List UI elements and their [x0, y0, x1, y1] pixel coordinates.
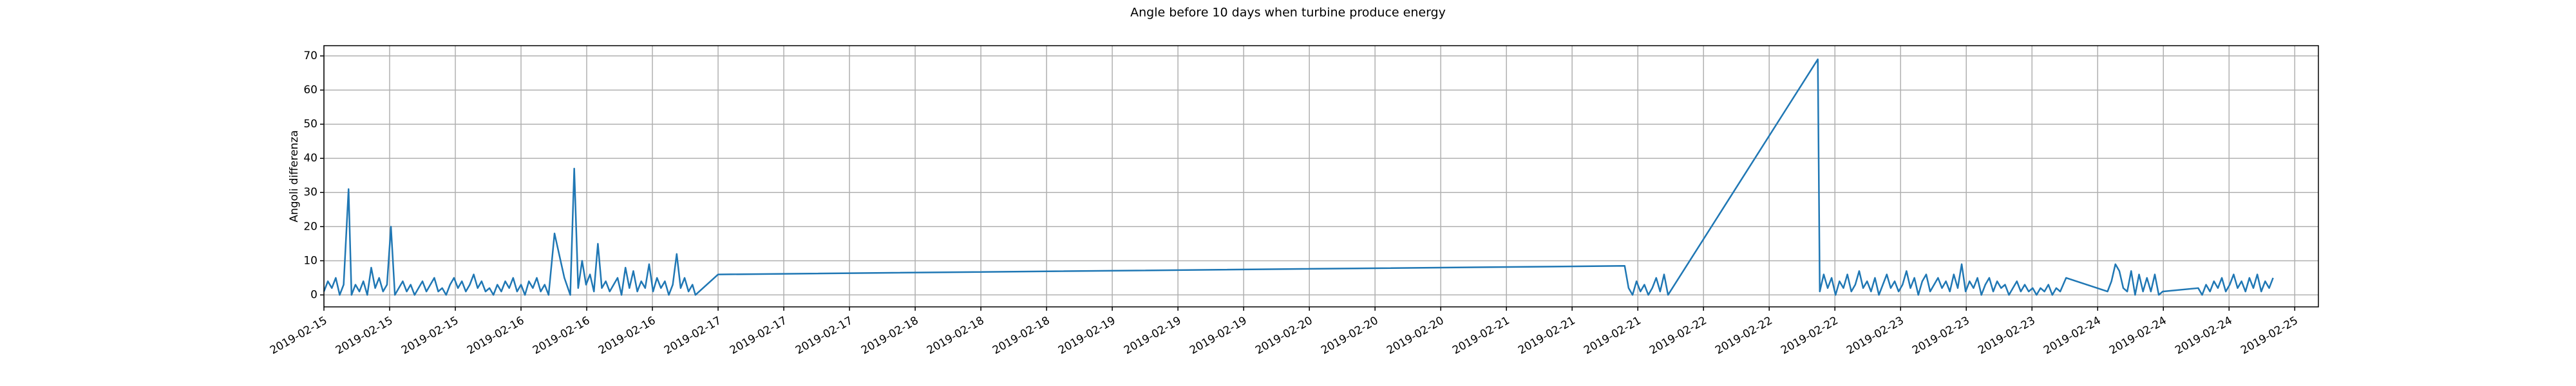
- data-line: [323, 58, 2274, 296]
- x-tick-label: 2019-02-21: [1450, 314, 1512, 357]
- x-tick-label: 2019-02-20: [1385, 314, 1446, 357]
- y-tick-label: 60: [303, 84, 317, 96]
- x-tick-label: 2019-02-15: [399, 314, 461, 357]
- x-tick-label: 2019-02-25: [2239, 314, 2300, 357]
- x-tick-label: 2019-02-20: [1319, 314, 1381, 357]
- x-tick-label: 2019-02-16: [465, 314, 527, 357]
- y-tick-label: 20: [303, 220, 317, 233]
- x-tick-label: 2019-02-17: [662, 314, 724, 357]
- x-tick-label: 2019-02-23: [1976, 314, 2038, 357]
- x-tick-label: 2019-02-18: [925, 314, 987, 357]
- x-tick-label: 2019-02-19: [1188, 314, 1249, 357]
- x-tick-label: 2019-02-21: [1582, 314, 1643, 357]
- x-tick-label: 2019-02-16: [531, 314, 592, 357]
- y-tick-label: 70: [303, 50, 317, 62]
- x-tick-label: 2019-02-17: [793, 314, 855, 357]
- y-tick-label: 0: [310, 288, 317, 301]
- y-axis-label: Angoli differenza: [288, 130, 301, 222]
- x-tick-label: 2019-02-18: [990, 314, 1052, 357]
- x-tick-label: 2019-02-16: [596, 314, 658, 357]
- chart-title: Angle before 10 days when turbine produc…: [1130, 6, 1446, 20]
- x-tick-label: 2019-02-19: [1122, 314, 1184, 357]
- x-tick-label: 2019-02-22: [1647, 314, 1709, 357]
- x-tick-label: 2019-02-18: [859, 314, 921, 357]
- x-tick-label: 2019-02-19: [1056, 314, 1118, 357]
- x-tick-label: 2019-02-21: [1516, 314, 1578, 357]
- y-tick-label: 10: [303, 254, 317, 267]
- y-tick-label: 50: [303, 118, 317, 131]
- y-tick-label: 40: [303, 152, 317, 165]
- x-tick-label: 2019-02-23: [1910, 314, 1972, 357]
- x-tick-label: 2019-02-24: [2107, 314, 2169, 357]
- x-tick-label: 2019-02-24: [2173, 314, 2235, 357]
- x-tick-label: 2019-02-17: [728, 314, 790, 357]
- plot-frame: [323, 45, 2319, 308]
- x-tick-label: 2019-02-15: [334, 314, 395, 357]
- x-tick-label: 2019-02-15: [268, 314, 330, 357]
- x-tick-label: 2019-02-23: [1844, 314, 1906, 357]
- x-tick-label: 2019-02-22: [1779, 314, 1841, 357]
- y-tick-label: 30: [303, 186, 317, 199]
- x-tick-label: 2019-02-20: [1253, 314, 1315, 357]
- x-tick-label: 2019-02-24: [2041, 314, 2103, 357]
- x-tick-label: 2019-02-22: [1713, 314, 1775, 357]
